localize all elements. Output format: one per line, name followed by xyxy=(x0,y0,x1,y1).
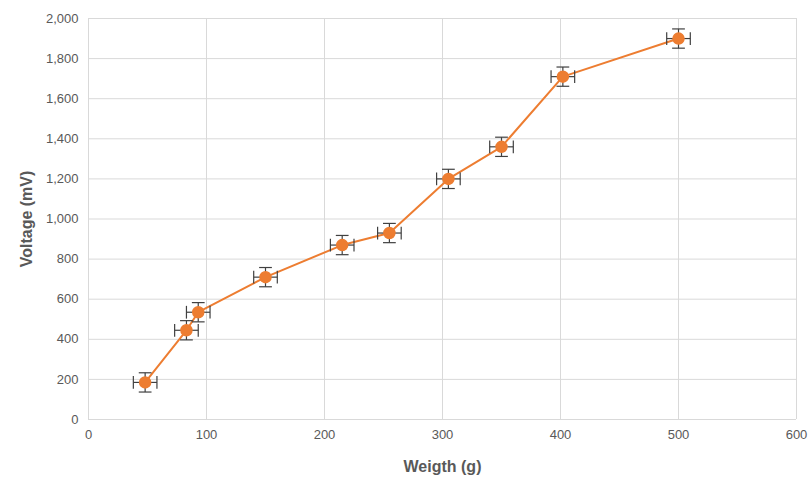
svg-text:400: 400 xyxy=(57,331,79,346)
svg-text:800: 800 xyxy=(57,251,79,266)
svg-text:1,800: 1,800 xyxy=(46,51,79,66)
svg-text:1,000: 1,000 xyxy=(46,211,79,226)
svg-text:1,600: 1,600 xyxy=(46,91,79,106)
svg-text:Voltage (mV): Voltage (mV) xyxy=(18,171,35,268)
svg-text:1,200: 1,200 xyxy=(46,171,79,186)
svg-text:2,000: 2,000 xyxy=(46,11,79,26)
svg-text:Weigth (g): Weigth (g) xyxy=(404,458,482,475)
svg-text:600: 600 xyxy=(786,427,808,442)
svg-text:200: 200 xyxy=(57,372,79,387)
svg-text:400: 400 xyxy=(550,427,572,442)
svg-text:0: 0 xyxy=(85,427,92,442)
svg-text:300: 300 xyxy=(432,427,454,442)
svg-text:500: 500 xyxy=(668,427,690,442)
svg-text:0: 0 xyxy=(71,412,78,427)
svg-text:600: 600 xyxy=(57,291,79,306)
svg-text:1,400: 1,400 xyxy=(46,131,79,146)
svg-text:100: 100 xyxy=(196,427,218,442)
svg-text:200: 200 xyxy=(314,427,336,442)
